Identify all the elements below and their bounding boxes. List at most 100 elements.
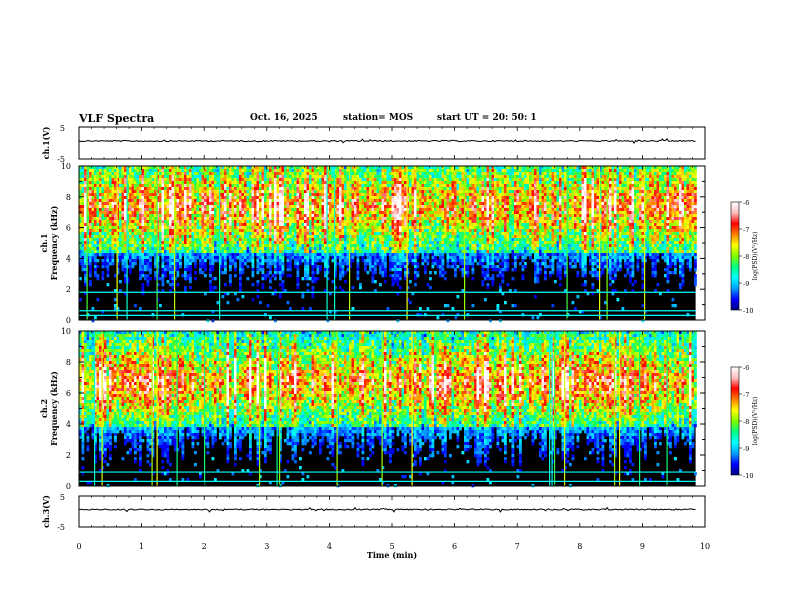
spectrogram-cell: [79, 259, 82, 263]
spectrogram-cell: [116, 256, 120, 260]
spectrogram-cell: [399, 190, 402, 194]
spectrogram-cell: [326, 211, 330, 215]
spectrogram-cell: [314, 277, 317, 281]
spectrogram-cell: [121, 217, 125, 221]
spectrogram-cell: [391, 193, 395, 197]
spectrogram-cell: [161, 229, 165, 233]
spectrogram-cell: [169, 277, 172, 281]
spectrogram-cell: [304, 220, 307, 224]
spectrogram-cell: [131, 208, 135, 212]
spectrogram-cell: [119, 238, 122, 242]
spectrogram-cell: [274, 253, 277, 257]
spectrogram-cell: [221, 175, 225, 179]
spectrogram-cell: [109, 235, 112, 239]
spectrogram-cell: [299, 262, 302, 266]
spectrogram-cell: [196, 247, 200, 251]
spectrogram-cell: [156, 289, 160, 293]
spectrogram-cell: [381, 211, 385, 215]
spectrogram-cell: [151, 250, 155, 254]
spectrogram-cell: [294, 199, 297, 203]
spectrogram-cell: [266, 181, 270, 185]
spectrogram-cell: [279, 283, 282, 287]
spectrogram-cell: [296, 181, 300, 185]
spectrogram-cell: [204, 193, 207, 197]
spectrogram-cell: [204, 265, 207, 269]
spectrogram-cell: [324, 217, 327, 221]
spectrogram-cell: [221, 199, 225, 203]
sferic-streak: [116, 166, 118, 320]
spectrogram-cell: [371, 181, 375, 185]
spectrogram-cell: [209, 289, 212, 293]
spectrogram-cell: [411, 226, 415, 230]
spectrogram-cell: [306, 232, 310, 236]
spectrogram-cell: [86, 181, 90, 185]
spectrogram-cell: [409, 202, 412, 206]
spectrogram-cell: [244, 205, 247, 209]
spectrogram-cell: [359, 244, 362, 248]
spectrogram-cell: [331, 175, 335, 179]
spectrogram-cell: [166, 232, 170, 236]
spectrogram-cell: [139, 196, 142, 200]
spectrogram-cell: [289, 169, 292, 173]
spectrogram-cell: [126, 277, 130, 281]
spectrogram-cell: [316, 199, 320, 203]
spectrogram-cell: [311, 235, 315, 239]
spectrogram-cell: [186, 259, 190, 263]
spectrogram-cell: [271, 214, 275, 218]
spectrogram-cell: [304, 247, 307, 251]
spectrogram-cell: [399, 286, 402, 290]
spectrogram-cell: [359, 229, 362, 233]
spectrogram-cell: [231, 193, 235, 197]
spectrogram-cell: [406, 229, 410, 233]
spectrogram-cell: [374, 256, 377, 260]
spectrogram-cell: [359, 220, 362, 224]
spectrogram-cell: [356, 169, 360, 173]
spectrogram-cell: [274, 202, 277, 206]
spectrogram-cell: [371, 226, 375, 230]
spectrogram-cell: [244, 199, 247, 203]
spectrogram-cell: [254, 199, 257, 203]
spectrogram-cell: [401, 202, 405, 206]
spectrogram-cell: [161, 193, 165, 197]
spectrogram-cell: [409, 205, 412, 209]
spectrogram-cell: [354, 250, 357, 254]
spectrogram-cell: [224, 184, 227, 188]
spectrogram-cell: [306, 172, 310, 176]
spectrogram-cell: [416, 271, 420, 275]
spectrogram-cell: [339, 271, 342, 275]
spectrogram-cell: [96, 232, 100, 236]
spectrogram-cell: [401, 220, 405, 224]
spectrogram-cell: [271, 196, 275, 200]
spectrogram-cell: [266, 166, 270, 170]
spectrogram-cell: [361, 220, 365, 224]
spectrogram-cell: [349, 202, 352, 206]
spectrogram-cell: [104, 208, 107, 212]
spectrogram-cell: [346, 208, 350, 212]
spectrogram-cell: [411, 220, 415, 224]
spectrogram-cell: [289, 256, 292, 260]
spectrogram-cell: [301, 196, 305, 200]
spectrogram-cell: [294, 217, 297, 221]
spectrogram-cell: [316, 232, 320, 236]
spectrogram-cell: [149, 172, 152, 176]
spectrogram-cell: [356, 274, 360, 278]
spectrogram-cell: [154, 220, 157, 224]
spectrogram-cell: [84, 220, 87, 224]
spectrogram-cell: [196, 208, 200, 212]
spectrogram-cell: [249, 241, 252, 245]
spectrogram-cell: [394, 208, 397, 212]
spectrogram-cell: [219, 181, 222, 185]
spectrogram-cell: [411, 214, 415, 218]
spectrogram-cell: [146, 232, 150, 236]
spectrogram-cell: [209, 250, 212, 254]
spectrogram-cell: [84, 292, 87, 296]
spectrogram-cell: [321, 211, 325, 215]
spectrogram-cell: [109, 256, 112, 260]
spectrogram-cell: [336, 199, 340, 203]
spectrogram-cell: [111, 196, 115, 200]
spectrogram-cell: [206, 214, 210, 218]
spectrogram-cell: [174, 232, 177, 236]
spectrogram-cell: [389, 262, 392, 266]
spectrogram-cell: [414, 271, 417, 275]
spectrogram-cell: [86, 256, 90, 260]
